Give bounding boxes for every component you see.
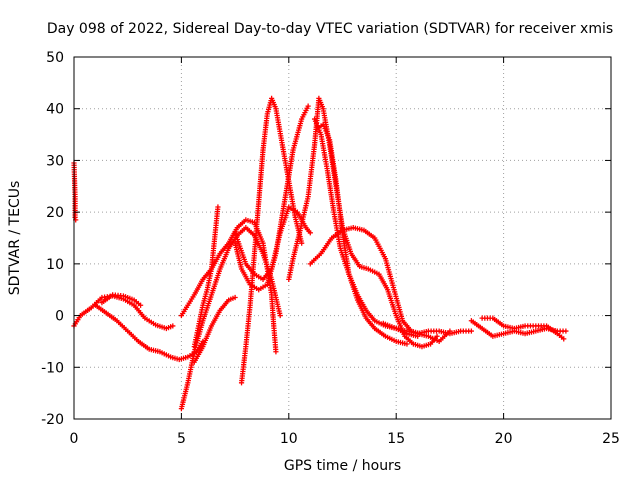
- x-tick-label: 15: [387, 431, 405, 447]
- data-point: [299, 240, 305, 246]
- data-point: [273, 349, 279, 355]
- y-tick-label: 30: [46, 153, 64, 169]
- data-point: [404, 341, 410, 347]
- data-point: [215, 204, 221, 210]
- data-point: [468, 328, 474, 334]
- data-point: [170, 323, 176, 329]
- y-tick-label: -10: [41, 360, 64, 376]
- y-tick-label: 50: [46, 50, 64, 66]
- chart-title: Day 098 of 2022, Sidereal Day-to-day VTE…: [47, 21, 613, 37]
- x-tick-label: 5: [177, 431, 186, 447]
- y-tick-label: 0: [55, 309, 64, 325]
- data-point: [232, 294, 238, 301]
- series-pass-a: [71, 160, 79, 223]
- x-tick-label: 0: [70, 431, 79, 447]
- data-point: [447, 328, 453, 334]
- grid: [74, 57, 611, 419]
- series-pass-c: [92, 302, 206, 363]
- plot-frame: [73, 56, 612, 420]
- y-axis-label: SDTVAR / TECUs: [7, 181, 23, 296]
- data-point: [305, 103, 311, 109]
- series-pass-d: [99, 292, 144, 308]
- data-point: [137, 302, 144, 308]
- data-point: [563, 328, 569, 334]
- x-axis-label: GPS time / hours: [284, 458, 401, 474]
- series-line: [240, 96, 303, 383]
- x-tick-label: 25: [602, 431, 620, 447]
- series-pass-n: [314, 121, 410, 347]
- x-tick-label: 10: [280, 431, 298, 447]
- series-pass-e: [178, 225, 283, 412]
- series-pass-h: [191, 294, 238, 365]
- data-point: [561, 336, 567, 342]
- series-pass-s: [380, 320, 453, 345]
- x-tick-label: 20: [495, 431, 513, 447]
- series-pass-g: [191, 204, 221, 350]
- y-tick-label: 20: [46, 205, 64, 221]
- y-tick-label: 40: [46, 102, 64, 118]
- data-point: [307, 230, 313, 236]
- series-pass-o: [307, 225, 423, 337]
- series-pass-l: [286, 95, 440, 350]
- data-point: [277, 312, 283, 319]
- data-series: [71, 95, 569, 412]
- axis-ticks: 0 5 10 15 20 25 -20 -10 0 10 20 30 40 50: [41, 50, 620, 447]
- series-pass-r: [479, 315, 567, 342]
- y-tick-label: 10: [46, 257, 64, 273]
- y-tick-label: -20: [41, 412, 64, 428]
